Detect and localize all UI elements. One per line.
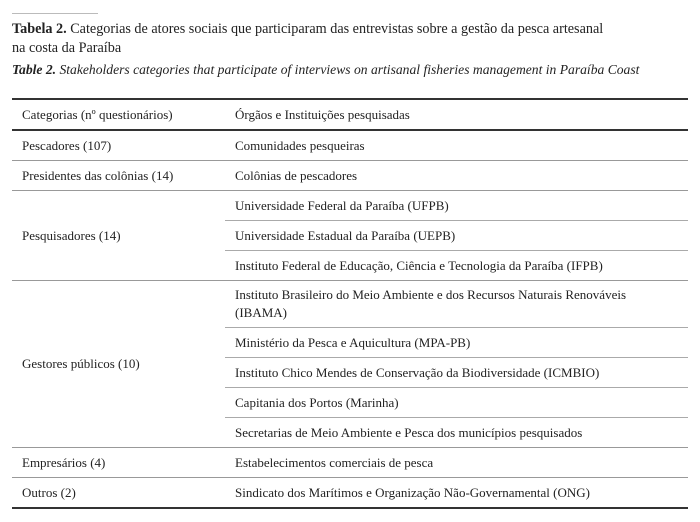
table-row: Gestores públicos (10) Instituto Brasilei…	[12, 280, 688, 371]
institution-cell: Instituto Chico Mendes de Conservação da…	[225, 357, 688, 388]
table-caption: Tabela 2. Categorias de atores sociais q…	[12, 20, 692, 79]
table-row: Outros (2) Sindicato dos Marítimos e Orga…	[12, 477, 688, 508]
stakeholders-table: Categorias (nº questionários) Órgãos e I…	[12, 98, 688, 509]
table-row: Empresários (4) Estabelecimentos comercia…	[12, 447, 688, 478]
table-header-row: Categorias (nº questionários) Órgãos e I…	[12, 99, 688, 130]
institution-cell: Instituto Brasileiro do Meio Ambiente e …	[235, 287, 627, 320]
institution-cell: Secretarias de Meio Ambiente e Pesca dos…	[225, 417, 688, 448]
institution-cell: Colônias de pescadores	[235, 167, 358, 183]
institution-cell: Universidade Federal da Paraíba (UFPB)	[235, 197, 449, 213]
footnote-separator-rule	[12, 13, 98, 14]
header-categories: Categorias (nº questionários)	[22, 106, 173, 122]
caption-pt-line2: na costa da Paraíba	[12, 40, 122, 56]
institution-cell: Instituto Federal de Educação, Ciência e…	[225, 250, 688, 281]
institution-cell: Comunidades pesqueiras	[225, 129, 688, 161]
header-institutions: Órgãos e Instituições pesquisadas	[235, 106, 410, 122]
category-cell: Pescadores (107)	[22, 137, 112, 153]
table-row: Capitania dos Portos (Marinha)	[12, 387, 688, 418]
institution-cell: Estabelecimentos comerciais de pesca	[235, 454, 434, 470]
table-row: Universidade Estadual da Paraíba (UEPB)	[12, 220, 688, 251]
table-row: Instituto Chico Mendes de Conservação da…	[12, 357, 688, 388]
caption-pt-text: Categorias de atores sociais que partici…	[70, 21, 604, 37]
caption-en: Table 2. Stakeholders categories that pa…	[12, 60, 692, 79]
caption-en-label: Table 2.	[12, 62, 57, 77]
table-row: Pescadores (107) Comunidades pesqueiras	[12, 129, 688, 161]
category-cell: Presidentes das colônias (14)	[22, 167, 174, 183]
institution-cell: Capitania dos Portos (Marinha)	[225, 387, 688, 418]
category-cell: Empresários (4)	[22, 454, 106, 470]
table-body: Pescadores (107) Comunidades pesqueiras Pr…	[12, 129, 688, 508]
caption-en-text: Stakeholders categories that participate…	[59, 62, 640, 77]
table-row: Presidentes das colônias (14) Colônias de…	[12, 160, 688, 191]
table-row: Instituto Federal de Educação, Ciência e…	[12, 250, 688, 281]
institution-cell: Universidade Estadual da Paraíba (UEPB)	[225, 220, 688, 251]
institution-cell: Sindicato dos Marítimos e Organização Nã…	[235, 484, 590, 500]
table-row: Secretarias de Meio Ambiente e Pesca dos…	[12, 417, 688, 448]
caption-pt-line1: Tabela 2. Categorias de atores sociais q…	[12, 20, 692, 39]
table-row: Ministério da Pesca e Aquicultura (MPA-P…	[12, 327, 688, 358]
caption-pt-label: Tabela 2.	[12, 21, 67, 37]
category-cell: Outros (2)	[22, 484, 76, 500]
institution-cell: Ministério da Pesca e Aquicultura (MPA-P…	[225, 327, 688, 358]
category-cell: Pesquisadores (14)	[22, 227, 121, 243]
category-cell: Gestores públicos (10)	[22, 356, 140, 371]
table-row: Pesquisadores (14) Universidade Federal d…	[12, 190, 688, 243]
